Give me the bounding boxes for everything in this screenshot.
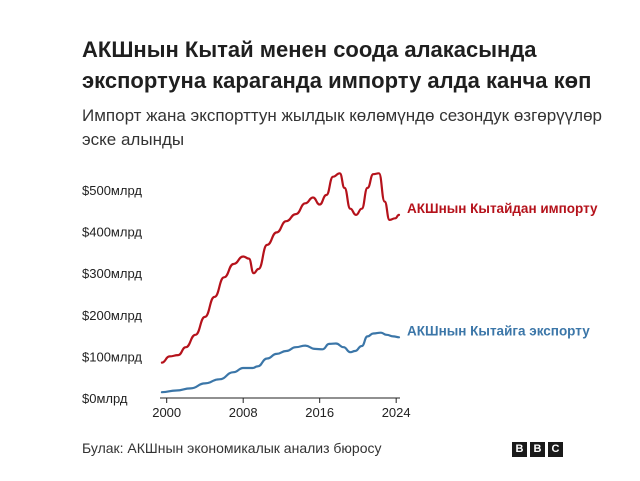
y-tick-label: $100млрд bbox=[82, 349, 142, 364]
y-tick-label: $500млрд bbox=[82, 183, 142, 198]
x-tick-label: 2000 bbox=[152, 405, 181, 420]
x-tick-label: 2024 bbox=[382, 405, 411, 420]
x-tick-label: 2008 bbox=[229, 405, 258, 420]
y-tick-label: $0млрд bbox=[82, 391, 128, 406]
y-tick-label: $400млрд bbox=[82, 225, 142, 240]
source-note: Булак: АКШнын экономикалык анализ бюросу bbox=[82, 440, 382, 456]
logo-block: B bbox=[512, 442, 527, 457]
logo-block: C bbox=[548, 442, 563, 457]
bbc-logo: B B C bbox=[512, 442, 563, 457]
series-label: АКШнын Кытайга экспорту bbox=[407, 323, 590, 338]
logo-block: B bbox=[530, 442, 545, 457]
chart-subtitle: Импорт жана экспорттун жылдык көлөмүндө … bbox=[82, 106, 603, 149]
x-tick-label: 2016 bbox=[305, 405, 334, 420]
series-line bbox=[160, 172, 401, 364]
y-tick-label: $300млрд bbox=[82, 266, 142, 281]
y-tick-label: $200млрд bbox=[82, 308, 142, 323]
chart-title: АКШнын Кытай менен соода алакасында эксп… bbox=[82, 37, 592, 93]
series-line bbox=[160, 331, 401, 394]
series-label: АКШнын Кытайдан импорту bbox=[407, 201, 598, 216]
